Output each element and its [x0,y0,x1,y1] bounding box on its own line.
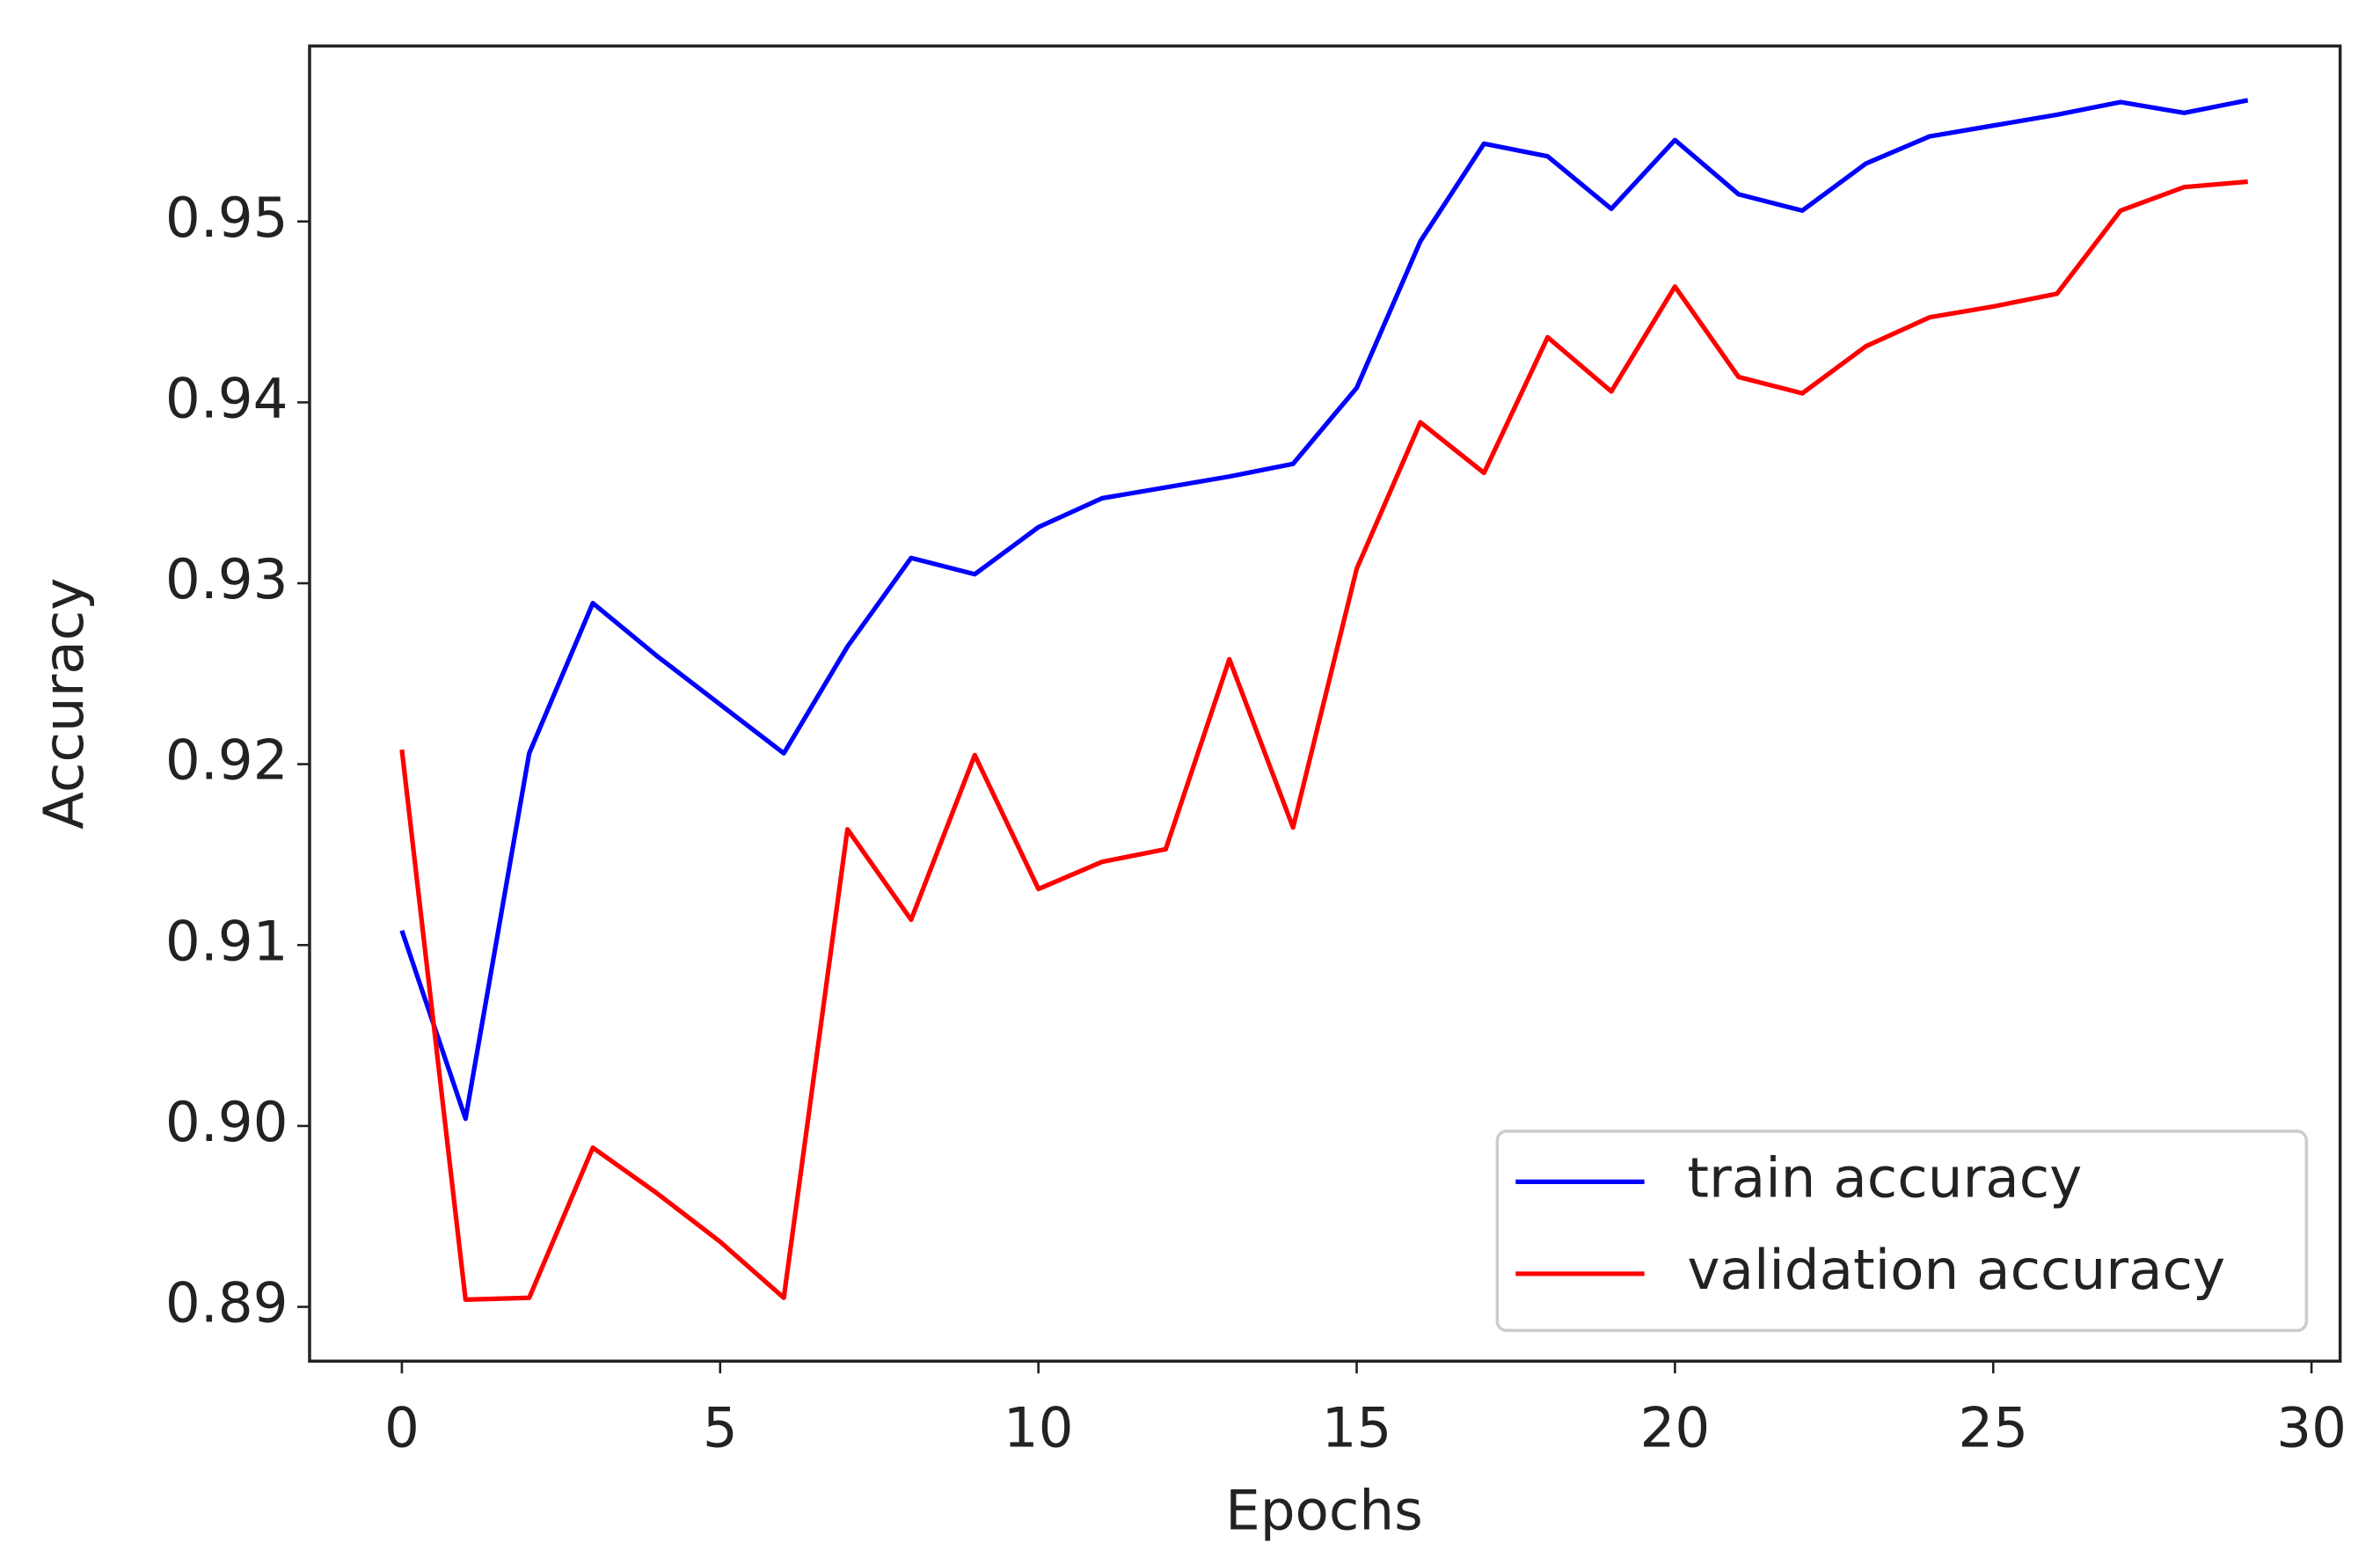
legend-label: train accuracy [1687,1145,2082,1210]
y-tick-label: 0.89 [165,1271,288,1335]
x-tick-label: 10 [1004,1395,1074,1459]
y-tick-label: 0.93 [165,547,288,611]
x-tick-label: 15 [1322,1395,1392,1459]
y-tick-label: 0.91 [165,909,288,973]
x-tick-label: 5 [703,1395,738,1459]
y-tick-label: 0.92 [165,728,288,793]
y-axis-label: Accuracy [32,578,96,830]
y-tick-label: 0.90 [165,1090,288,1154]
data-line [399,179,2248,1302]
x-axis-label: Epochs [1225,1479,1423,1543]
y-tick-label: 0.94 [165,366,288,430]
x-tick-label: 0 [384,1395,420,1459]
legend: train accuracy validation accuracy [1495,1130,2309,1333]
x-tick-label: 30 [2276,1395,2347,1459]
data-line [399,98,2249,1122]
y-tick-label: 0.95 [165,186,288,250]
legend-box [1495,1130,2309,1333]
legend-label: validation accuracy [1687,1238,2225,1302]
x-tick-label: 20 [1639,1395,1710,1459]
x-tick-label: 25 [1958,1395,2028,1459]
plot-frame [308,44,2342,1364]
